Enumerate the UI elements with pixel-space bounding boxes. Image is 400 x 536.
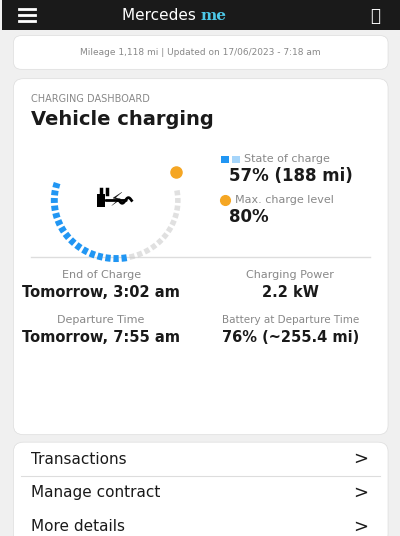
Text: Vehicle charging: Vehicle charging bbox=[31, 110, 214, 129]
Text: 2.2 kW: 2.2 kW bbox=[262, 285, 319, 300]
Text: End of Charge: End of Charge bbox=[62, 270, 141, 280]
Text: 💬: 💬 bbox=[370, 7, 380, 25]
Text: More details: More details bbox=[31, 519, 125, 534]
Text: Manage contract: Manage contract bbox=[31, 485, 161, 500]
Bar bbox=[2, 0, 400, 30]
FancyBboxPatch shape bbox=[14, 442, 388, 536]
Text: Tomorrow, 7:55 am: Tomorrow, 7:55 am bbox=[22, 330, 180, 345]
Text: Max. charge level: Max. charge level bbox=[235, 196, 334, 205]
Text: 57% (188 mi): 57% (188 mi) bbox=[229, 167, 352, 185]
Text: CHARGING DASHBOARD: CHARGING DASHBOARD bbox=[31, 94, 150, 105]
Text: >: > bbox=[353, 484, 368, 502]
Text: Transactions: Transactions bbox=[31, 451, 127, 466]
Text: ⚡: ⚡ bbox=[109, 191, 123, 210]
Text: Tomorrow, 3:02 am: Tomorrow, 3:02 am bbox=[22, 285, 180, 300]
Text: me: me bbox=[201, 9, 227, 23]
Text: Battery at Departure Time: Battery at Departure Time bbox=[222, 315, 359, 325]
Text: 80%: 80% bbox=[229, 209, 268, 226]
FancyBboxPatch shape bbox=[14, 35, 388, 69]
Text: 76% (~255.4 mi): 76% (~255.4 mi) bbox=[222, 330, 359, 345]
Text: >: > bbox=[353, 517, 368, 535]
Text: Mileage 1,118 mi | Updated on 17/06/2023 - 7:18 am: Mileage 1,118 mi | Updated on 17/06/2023… bbox=[80, 48, 321, 57]
FancyBboxPatch shape bbox=[14, 79, 388, 435]
Text: Mercedes: Mercedes bbox=[122, 9, 201, 24]
Bar bbox=[97, 194, 105, 207]
Text: Charging Power: Charging Power bbox=[246, 270, 334, 280]
Bar bbox=[221, 155, 229, 163]
Text: Departure Time: Departure Time bbox=[58, 315, 145, 325]
Text: >: > bbox=[353, 450, 368, 468]
Bar bbox=[232, 155, 240, 163]
Text: State of charge: State of charge bbox=[244, 154, 330, 164]
